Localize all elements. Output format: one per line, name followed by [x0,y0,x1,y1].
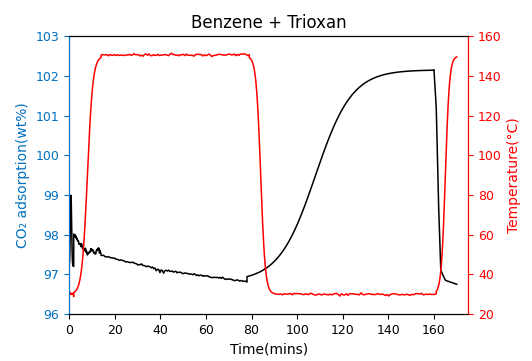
X-axis label: Time(mins): Time(mins) [230,342,307,356]
Y-axis label: CO₂ adsorption(wt%): CO₂ adsorption(wt%) [16,102,30,248]
Title: Benzene + Trioxan: Benzene + Trioxan [191,14,346,32]
Y-axis label: Temperature(°C): Temperature(°C) [508,117,521,233]
